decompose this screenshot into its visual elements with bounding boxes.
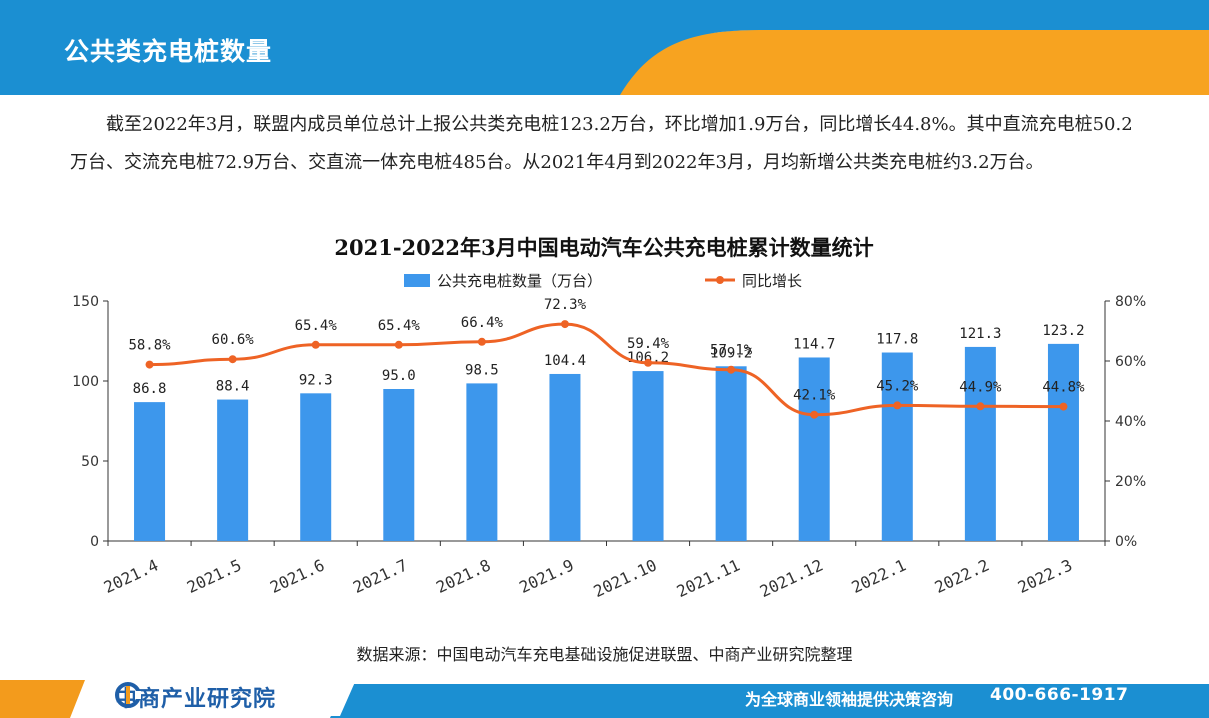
line-point	[477, 337, 486, 346]
bar-value-label: 109.2	[710, 345, 752, 361]
footer-background	[0, 680, 1209, 718]
bar	[715, 366, 747, 541]
bar-value-label: 123.2	[1042, 323, 1084, 339]
line-point	[228, 355, 237, 364]
legend-line-label: 同比增长	[742, 272, 802, 290]
bar	[300, 393, 332, 541]
bar	[881, 352, 913, 541]
line-point	[145, 360, 154, 369]
legend-bar-label: 公共充电桩数量（万台）	[437, 272, 602, 290]
legend-line-marker	[716, 276, 724, 284]
bar	[134, 402, 166, 541]
line-series: 58.8% 60.6% 65.4% 65.4% 66.4% 72.3% 59.4% 57.1%…	[128, 297, 1085, 419]
y2-tick-label: 0%	[1115, 534, 1137, 550]
bar	[798, 357, 830, 541]
bar	[466, 383, 498, 541]
data-source-note: 数据来源：中国电动汽车充电基础设施促进联盟、中商产业研究院整理	[356, 645, 853, 664]
company-logo: 中商产业研究院	[115, 682, 276, 712]
y2-tick-label: 40%	[1115, 414, 1146, 430]
x-tick-label: 2021.11	[674, 555, 743, 601]
bar-value-label: 95.0	[382, 368, 416, 384]
x-tick-label: 2021.5	[184, 555, 244, 597]
x-tick-label: 2022.1	[849, 555, 909, 597]
x-tick-label: 2021.8	[433, 555, 493, 597]
line-point	[810, 410, 819, 419]
bar-value-label: 86.8	[133, 381, 167, 397]
chart-title: 2021-2022年3月中国电动汽车公共充电桩累计数量统计	[334, 235, 873, 260]
bar-value-label: 121.3	[959, 326, 1001, 342]
growth-line	[149, 322, 1064, 417]
line-value-label: 59.4%	[627, 336, 670, 352]
line-value-label: 66.4%	[461, 315, 504, 331]
footer-phone: 400-666-1917	[990, 685, 1129, 705]
growth-chart: 2021-2022年3月中国电动汽车公共充电桩累计数量统计 公共充电桩数量（万台…	[72, 235, 1146, 601]
bar	[632, 371, 664, 541]
footer-slogan: 为全球商业领袖提供决策咨询	[745, 690, 954, 709]
line-value-label: 45.2%	[876, 378, 919, 394]
x-tick-label: 2021.6	[267, 555, 327, 597]
line-value-label: 65.4%	[295, 318, 338, 334]
y2-tick-label: 60%	[1115, 354, 1146, 370]
line-value-label: 60.6%	[212, 332, 255, 348]
page-title: 公共类充电桩数量	[64, 37, 273, 66]
line-point	[560, 320, 569, 329]
line-value-label: 57.1%	[710, 343, 753, 359]
line-point	[893, 401, 902, 410]
y-tick-label: 50	[81, 454, 99, 470]
line-value-label: 58.8%	[128, 338, 171, 354]
header-banner: 公共类充电桩数量	[0, 0, 1209, 95]
line-point	[976, 402, 985, 411]
bar-value-label: 92.3	[299, 372, 333, 388]
header-background	[0, 0, 1209, 95]
bar	[1047, 343, 1079, 541]
x-tick-label: 2021.10	[591, 555, 660, 601]
line-point	[644, 358, 653, 367]
bar	[549, 373, 581, 541]
logo-icon	[115, 682, 141, 708]
x-tick-label: 2021.9	[516, 555, 576, 597]
line-value-label: 44.8%	[1042, 380, 1085, 396]
line-value-label: 72.3%	[544, 297, 587, 313]
line-point	[727, 365, 736, 374]
bar-value-label: 98.5	[465, 362, 499, 378]
bar-value-label: 88.4	[216, 379, 250, 395]
legend-bar-swatch	[404, 274, 430, 287]
bar	[964, 346, 996, 541]
x-tick-label: 2021.7	[350, 555, 410, 597]
bar-value-label: 117.8	[876, 332, 918, 348]
line-value-label: 44.9%	[959, 379, 1002, 395]
summary-text: 截至2022年3月，联盟内成员单位总计上报公共类充电桩123.2万台，环比增加1…	[70, 114, 1133, 173]
x-tick-label: 2022.2	[932, 555, 992, 597]
chart-legend: 公共充电桩数量（万台） 同比增长	[404, 272, 802, 290]
x-tick-label: 2021.12	[757, 555, 826, 601]
bar-value-label: 114.7	[793, 336, 835, 352]
y-tick-label: 150	[72, 294, 99, 310]
y2-tick-label: 80%	[1115, 294, 1146, 310]
x-tick-label: 2022.3	[1015, 555, 1075, 597]
x-tick-label: 2021.4	[101, 555, 161, 597]
y-tick-label: 0	[90, 534, 99, 550]
logo-text: 中商产业研究院	[115, 687, 277, 712]
line-point	[394, 340, 403, 349]
line-value-label: 42.1%	[793, 388, 836, 404]
y-tick-label: 100	[72, 374, 99, 390]
line-value-label: 65.4%	[378, 318, 421, 334]
footer-banner: 中商产业研究院 为全球商业领袖提供决策咨询 400-666-1917	[0, 680, 1209, 718]
y2-tick-label: 20%	[1115, 474, 1146, 490]
bar	[217, 399, 249, 541]
bar	[383, 389, 415, 541]
line-point	[1059, 402, 1068, 411]
line-point	[311, 340, 320, 349]
bar-value-label: 104.4	[544, 353, 586, 369]
